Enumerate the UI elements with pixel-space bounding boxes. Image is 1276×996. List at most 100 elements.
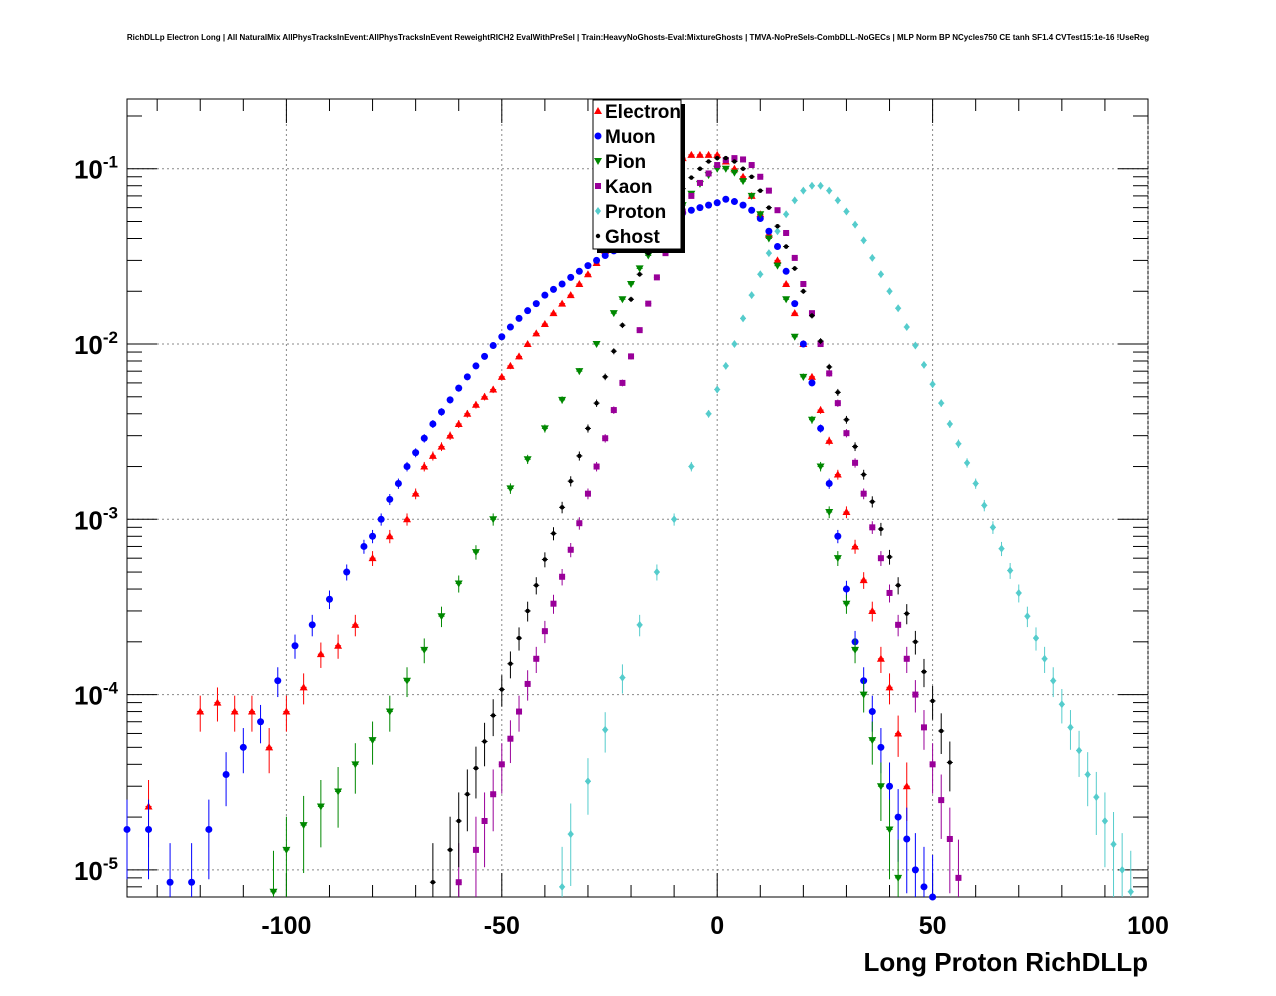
data-point bbox=[592, 341, 601, 349]
data-point bbox=[575, 267, 583, 275]
data-point bbox=[860, 490, 867, 497]
legend-entry-muon: Muon bbox=[594, 127, 656, 148]
data-point bbox=[868, 708, 876, 716]
data-point bbox=[1015, 588, 1022, 597]
data-point bbox=[269, 888, 278, 896]
y-tick-label: 10-5 bbox=[74, 854, 118, 886]
data-point bbox=[912, 341, 919, 350]
data-point bbox=[456, 818, 461, 824]
data-point bbox=[360, 542, 368, 550]
data-point bbox=[721, 165, 730, 173]
x-axis-title: Long Proton RichDLLp bbox=[863, 947, 1148, 977]
data-point bbox=[792, 266, 797, 271]
data-point bbox=[472, 846, 479, 853]
y-tick-label: 10-2 bbox=[74, 328, 118, 360]
data-point bbox=[671, 515, 678, 524]
data-point bbox=[568, 478, 573, 484]
data-point bbox=[575, 280, 584, 288]
data-point bbox=[903, 323, 910, 332]
data-point bbox=[799, 340, 807, 348]
data-point bbox=[377, 515, 385, 523]
data-point bbox=[662, 250, 669, 257]
data-point bbox=[558, 280, 566, 288]
data-point bbox=[835, 390, 841, 395]
data-point bbox=[731, 340, 738, 349]
data-point bbox=[696, 179, 703, 186]
data-point bbox=[575, 368, 584, 376]
legend-label: Muon bbox=[605, 127, 656, 148]
data-point bbox=[705, 409, 712, 418]
data-point bbox=[825, 436, 834, 444]
data-point bbox=[472, 362, 480, 370]
data-point bbox=[894, 813, 902, 821]
data-point bbox=[938, 797, 945, 804]
data-point bbox=[386, 495, 394, 503]
data-point bbox=[533, 655, 540, 662]
data-point bbox=[842, 600, 851, 608]
data-point bbox=[205, 825, 213, 833]
data-point bbox=[713, 150, 722, 158]
data-point bbox=[559, 882, 566, 891]
data-point bbox=[826, 186, 833, 195]
chart-title: RichDLLp Electron Long | All NaturalMix … bbox=[126, 33, 1150, 42]
data-point bbox=[868, 606, 877, 614]
data-point bbox=[731, 155, 738, 162]
data-point bbox=[558, 396, 567, 404]
x-tick-label: 0 bbox=[710, 912, 724, 940]
data-point bbox=[576, 520, 583, 527]
data-point bbox=[515, 314, 523, 322]
data-point bbox=[929, 893, 937, 901]
data-point bbox=[610, 407, 617, 414]
data-point bbox=[166, 878, 174, 886]
data-point bbox=[506, 323, 514, 331]
data-point bbox=[540, 320, 549, 328]
data-point bbox=[808, 181, 815, 190]
data-point bbox=[524, 307, 532, 315]
data-point bbox=[817, 424, 825, 432]
data-point bbox=[886, 589, 893, 596]
data-point bbox=[239, 743, 247, 751]
data-point bbox=[602, 725, 609, 734]
data-point bbox=[628, 353, 635, 360]
data-point bbox=[895, 304, 902, 313]
data-point bbox=[740, 166, 746, 171]
data-point bbox=[730, 169, 739, 177]
data-point bbox=[766, 205, 772, 210]
data-point bbox=[998, 544, 1005, 553]
data-point bbox=[774, 227, 781, 236]
data-point bbox=[818, 338, 823, 344]
data-point bbox=[463, 409, 472, 417]
data-point bbox=[566, 291, 575, 299]
data-point bbox=[635, 265, 644, 273]
data-point bbox=[508, 661, 513, 666]
data-point bbox=[516, 708, 523, 715]
data-point bbox=[860, 236, 867, 245]
data-point bbox=[585, 426, 591, 431]
data-point bbox=[877, 270, 884, 279]
data-point bbox=[775, 224, 780, 229]
data-point bbox=[265, 743, 274, 751]
y-axis-ticks: 10-5 10-4 10-3 10-2 10-1 bbox=[74, 115, 1148, 898]
data-point bbox=[403, 515, 412, 523]
data-point bbox=[316, 650, 325, 658]
data-point bbox=[895, 621, 902, 628]
legend-label: Pion bbox=[605, 152, 646, 173]
data-point bbox=[774, 243, 782, 251]
data-point bbox=[637, 272, 642, 277]
series-muon bbox=[123, 195, 937, 901]
data-point bbox=[747, 192, 756, 200]
data-point bbox=[308, 621, 316, 629]
data-series bbox=[123, 150, 1134, 901]
data-point bbox=[757, 270, 764, 279]
data-point bbox=[542, 557, 548, 562]
data-point bbox=[403, 463, 411, 471]
data-point bbox=[628, 297, 634, 302]
data-point bbox=[497, 372, 506, 380]
data-point bbox=[739, 178, 748, 186]
data-point bbox=[696, 204, 704, 212]
data-point bbox=[895, 583, 901, 588]
series-kaon bbox=[455, 155, 962, 897]
data-point bbox=[714, 162, 721, 169]
legend-marker bbox=[595, 183, 601, 189]
data-point bbox=[885, 683, 894, 691]
